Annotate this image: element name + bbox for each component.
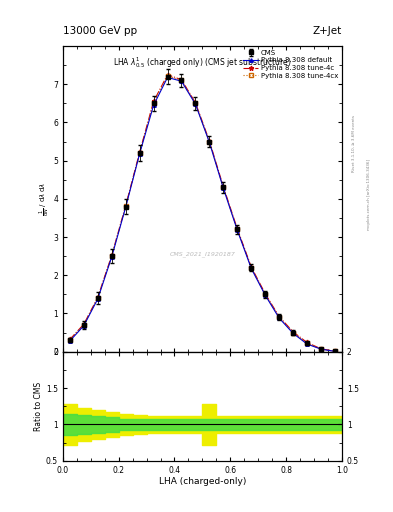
- Y-axis label: Ratio to CMS: Ratio to CMS: [34, 381, 43, 431]
- Pythia 8.308 tune-4cx: [95, 295, 100, 301]
- Pythia 8.308 tune-4c: [332, 348, 337, 354]
- Pythia 8.308 default: [249, 265, 253, 271]
- Pythia 8.308 tune-4cx: [221, 184, 226, 190]
- Pythia 8.308 default: [305, 341, 309, 347]
- Pythia 8.308 default: [81, 323, 86, 329]
- Pythia 8.308 default: [137, 151, 142, 157]
- Pythia 8.308 tune-4c: [151, 98, 156, 104]
- Pythia 8.308 default: [277, 315, 281, 321]
- Pythia 8.308 tune-4cx: [235, 226, 240, 232]
- Pythia 8.308 default: [291, 330, 296, 336]
- Pythia 8.308 default: [123, 204, 128, 210]
- Pythia 8.308 tune-4cx: [179, 77, 184, 83]
- Text: mcplots.cern.ch [arXiv:1306.3436]: mcplots.cern.ch [arXiv:1306.3436]: [367, 159, 371, 230]
- Line: Pythia 8.308 tune-4c: Pythia 8.308 tune-4c: [68, 72, 337, 354]
- Pythia 8.308 tune-4cx: [249, 265, 253, 271]
- Pythia 8.308 tune-4cx: [151, 99, 156, 105]
- Pythia 8.308 tune-4c: [81, 321, 86, 327]
- Pythia 8.308 tune-4c: [305, 339, 309, 346]
- Pythia 8.308 tune-4cx: [319, 346, 323, 352]
- Pythia 8.308 tune-4cx: [291, 330, 296, 336]
- Pythia 8.308 default: [109, 254, 114, 260]
- Pythia 8.308 default: [151, 102, 156, 109]
- Pythia 8.308 default: [319, 346, 323, 352]
- Pythia 8.308 tune-4cx: [109, 253, 114, 259]
- Pythia 8.308 default: [332, 348, 337, 354]
- Pythia 8.308 tune-4c: [193, 99, 198, 105]
- Pythia 8.308 tune-4c: [165, 72, 170, 78]
- Pythia 8.308 tune-4cx: [305, 340, 309, 346]
- Pythia 8.308 tune-4cx: [332, 348, 337, 354]
- Line: Pythia 8.308 default: Pythia 8.308 default: [68, 76, 337, 353]
- Pythia 8.308 default: [68, 338, 72, 344]
- Text: Rivet 3.1.10, ≥ 3.6M events: Rivet 3.1.10, ≥ 3.6M events: [352, 115, 356, 172]
- Legend: CMS, Pythia 8.308 default, Pythia 8.308 tune-4c, Pythia 8.308 tune-4cx: CMS, Pythia 8.308 default, Pythia 8.308 …: [242, 48, 340, 80]
- X-axis label: LHA (charged-only): LHA (charged-only): [159, 477, 246, 486]
- Pythia 8.308 tune-4c: [291, 329, 296, 335]
- Pythia 8.308 tune-4c: [109, 252, 114, 259]
- Pythia 8.308 tune-4c: [221, 184, 226, 190]
- Text: Z+Jet: Z+Jet: [313, 26, 342, 36]
- Pythia 8.308 tune-4c: [319, 346, 323, 352]
- Pythia 8.308 tune-4cx: [81, 322, 86, 328]
- Pythia 8.308 default: [235, 227, 240, 233]
- Pythia 8.308 tune-4cx: [277, 314, 281, 321]
- Pythia 8.308 tune-4cx: [263, 291, 268, 297]
- Pythia 8.308 tune-4c: [207, 138, 212, 144]
- Pythia 8.308 tune-4cx: [207, 139, 212, 145]
- Pythia 8.308 default: [207, 139, 212, 145]
- Text: LHA $\lambda^{1}_{0.5}$ (charged only) (CMS jet substructure): LHA $\lambda^{1}_{0.5}$ (charged only) (…: [113, 55, 292, 70]
- Pythia 8.308 tune-4c: [263, 290, 268, 296]
- Pythia 8.308 tune-4cx: [193, 100, 198, 106]
- Pythia 8.308 default: [263, 292, 268, 298]
- Pythia 8.308 default: [165, 74, 170, 80]
- Pythia 8.308 tune-4c: [137, 149, 142, 155]
- Pythia 8.308 default: [95, 296, 100, 302]
- Pythia 8.308 tune-4cx: [123, 203, 128, 209]
- Line: Pythia 8.308 tune-4cx: Pythia 8.308 tune-4cx: [68, 74, 337, 353]
- Pythia 8.308 default: [221, 185, 226, 191]
- Pythia 8.308 tune-4c: [123, 203, 128, 209]
- Pythia 8.308 tune-4cx: [68, 337, 72, 343]
- Pythia 8.308 tune-4cx: [137, 150, 142, 156]
- Pythia 8.308 default: [193, 101, 198, 107]
- Text: 13000 GeV pp: 13000 GeV pp: [63, 26, 137, 36]
- Pythia 8.308 tune-4c: [95, 294, 100, 301]
- Pythia 8.308 tune-4c: [235, 226, 240, 232]
- Pythia 8.308 tune-4c: [68, 336, 72, 343]
- Pythia 8.308 tune-4c: [277, 313, 281, 319]
- Text: CMS_2021_I1920187: CMS_2021_I1920187: [169, 251, 235, 257]
- Pythia 8.308 default: [179, 78, 184, 84]
- Pythia 8.308 tune-4c: [179, 77, 184, 83]
- Y-axis label: $\frac{1}{\mathrm{d}N}$ / $\mathrm{d}\lambda\,\mathrm{d}\lambda$: $\frac{1}{\mathrm{d}N}$ / $\mathrm{d}\la…: [38, 182, 52, 216]
- Pythia 8.308 tune-4c: [249, 264, 253, 270]
- Pythia 8.308 tune-4cx: [165, 73, 170, 79]
